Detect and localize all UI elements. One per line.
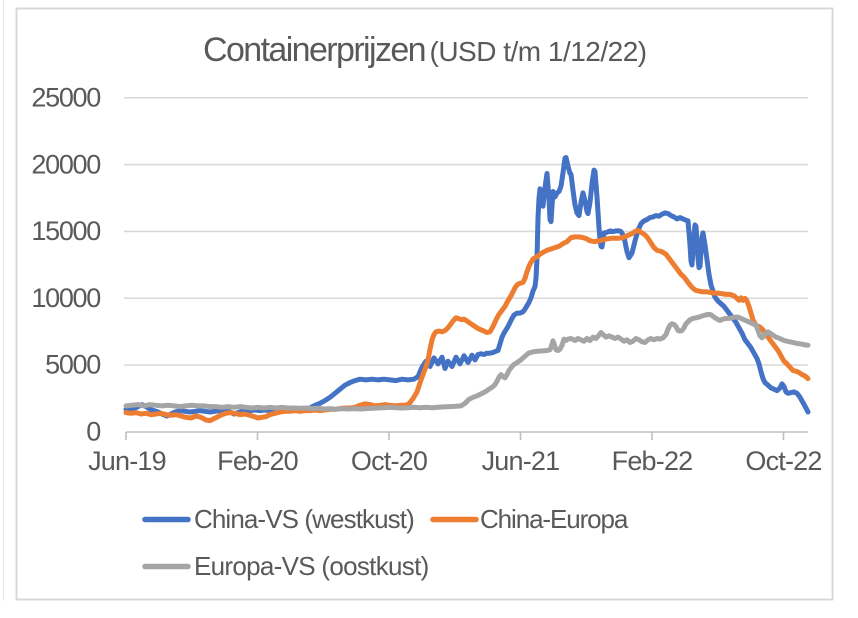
svg-text:10000: 10000	[31, 283, 100, 313]
svg-text:Oct-22: Oct-22	[745, 446, 821, 476]
svg-text:Feb-22: Feb-22	[612, 446, 693, 476]
svg-text:Jun-19: Jun-19	[88, 446, 166, 476]
svg-text:25000: 25000	[31, 83, 100, 113]
svg-text:Europa-VS (oostkust): Europa-VS (oostkust)	[194, 551, 429, 581]
svg-text:15000: 15000	[31, 216, 100, 246]
svg-text:Feb-20: Feb-20	[217, 446, 298, 476]
svg-text:China-VS (westkust): China-VS (westkust)	[194, 504, 414, 534]
svg-text:Jun-21: Jun-21	[482, 446, 560, 476]
svg-text:China-Europa: China-Europa	[480, 504, 629, 534]
svg-text:0: 0	[86, 417, 100, 447]
svg-text:5000: 5000	[45, 350, 100, 380]
svg-text:Containerprijzen: Containerprijzen	[203, 31, 425, 69]
svg-text:Oct-20: Oct-20	[351, 446, 427, 476]
svg-text:(USD t/m 1/12/22): (USD t/m 1/12/22)	[430, 36, 647, 67]
svg-text:20000: 20000	[31, 149, 100, 179]
